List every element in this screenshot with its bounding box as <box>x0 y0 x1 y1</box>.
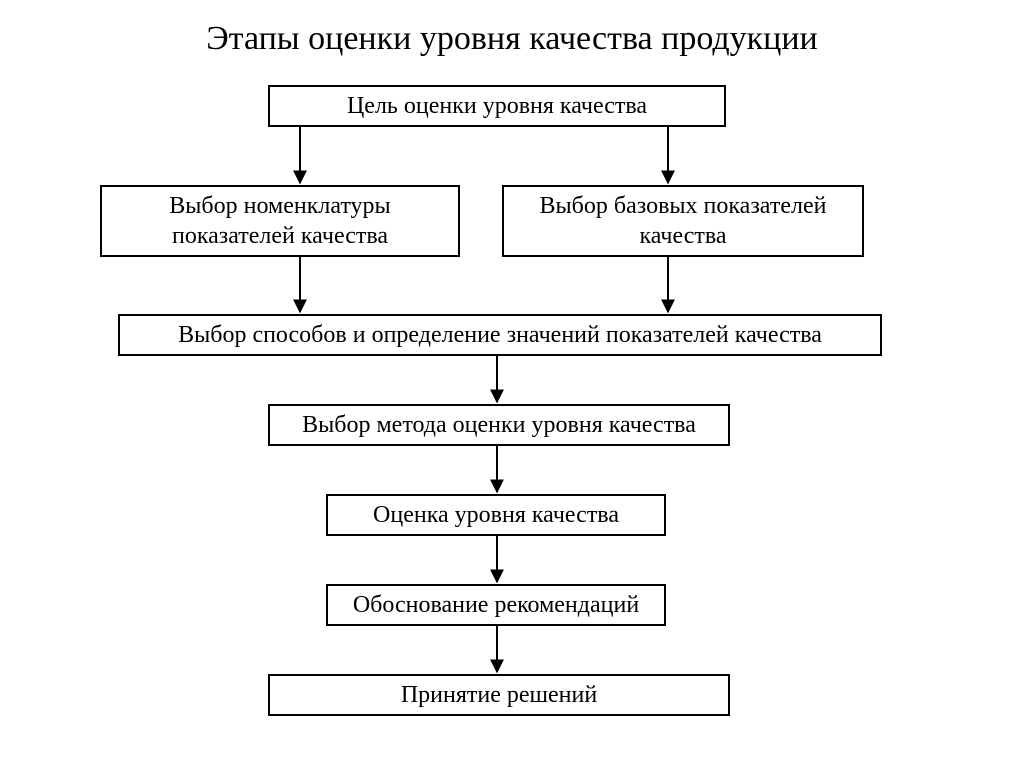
node-nomenclature-choice: Выбор номенклатуры показателей качества <box>100 185 460 257</box>
page-title: Этапы оценки уровня качества продукции <box>0 20 1024 58</box>
node-quality-evaluation: Оценка уровня качества <box>326 494 666 536</box>
node-methods-values: Выбор способов и определение значений по… <box>118 314 882 356</box>
node-goal: Цель оценки уровня качества <box>268 85 726 127</box>
node-decision: Принятие решений <box>268 674 730 716</box>
node-evaluation-method: Выбор метода оценки уровня качества <box>268 404 730 446</box>
diagram-canvas: Этапы оценки уровня качества продукции Ц… <box>0 0 1024 768</box>
node-base-indicators-choice: Выбор базовых показателей качества <box>502 185 864 257</box>
node-recommendations: Обоснование рекомендаций <box>326 584 666 626</box>
